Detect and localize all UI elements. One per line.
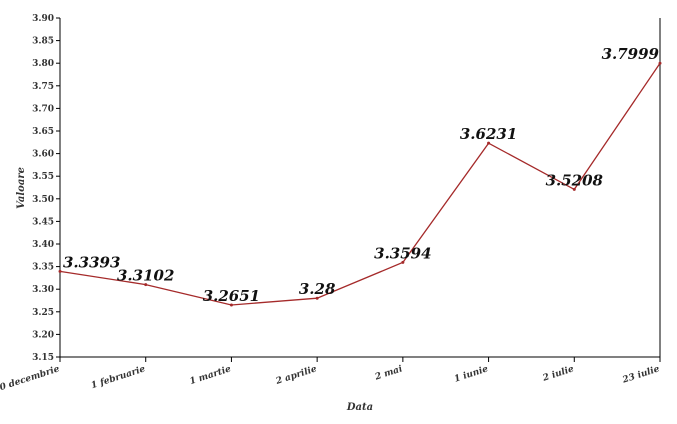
data-label: 3.5208: [546, 171, 604, 189]
y-tick-label: 3.25: [32, 308, 54, 318]
x-tick-label: 1 iunie: [453, 364, 490, 384]
y-axis-title: Valoare: [16, 167, 27, 209]
data-label: 3.2651: [203, 287, 260, 305]
x-axis-title: Data: [346, 402, 373, 413]
x-tick-label: 1 martie: [189, 364, 233, 387]
data-label: 3.3393: [63, 253, 120, 271]
y-tick-label: 3.90: [32, 14, 54, 24]
data-point: [315, 296, 319, 300]
y-tick-label: 3.75: [32, 82, 54, 92]
y-tick-label: 3.20: [32, 330, 54, 340]
y-tick-label: 3.70: [32, 104, 54, 114]
x-tick-label: 2 iulie: [541, 364, 576, 384]
data-point: [487, 141, 491, 145]
series-group: [58, 61, 662, 307]
data-label: 3.3594: [374, 244, 431, 262]
x-tick-label: 30 decembrie: [0, 364, 61, 395]
data-label: 3.7999: [602, 45, 660, 63]
x-axis-ticks: 30 decembrie 1 februarie 1 martie 2 aprilie…: [0, 357, 661, 395]
y-tick-label: 3.55: [32, 172, 54, 182]
data-label: 3.6231: [460, 125, 517, 143]
axes: [59, 18, 661, 358]
y-tick-label: 3.15: [32, 353, 54, 363]
y-tick-label: 3.40: [32, 240, 54, 250]
y-tick-label: 3.35: [32, 263, 54, 273]
y-axis-ticks: 3.15 3.20 3.25 3.30 3.35 3.40 3.45 3.50 3.55 3.60…: [32, 14, 60, 363]
data-point: [401, 260, 405, 264]
y-tick-label: 3.50: [32, 195, 54, 205]
data-point: [658, 61, 662, 65]
data-point: [572, 187, 576, 191]
x-tick-label: 23 iulie: [621, 364, 662, 386]
data-label: 3.3102: [117, 267, 174, 285]
y-tick-label: 3.60: [32, 150, 54, 160]
data-label: 3.28: [299, 280, 336, 298]
data-point: [58, 269, 62, 273]
y-tick-label: 3.85: [32, 37, 54, 47]
y-tick-label: 3.80: [32, 59, 54, 69]
y-tick-label: 3.30: [32, 285, 54, 295]
x-tick-label: 1 februarie: [90, 364, 147, 391]
data-point: [229, 303, 233, 307]
series-line: [59, 62, 661, 306]
y-tick-label: 3.45: [32, 217, 54, 227]
x-tick-label: 2 aprilie: [274, 364, 318, 387]
data-point: [144, 283, 148, 287]
y-tick-label: 3.65: [32, 127, 54, 137]
x-tick-label: 2 mai: [373, 364, 404, 383]
